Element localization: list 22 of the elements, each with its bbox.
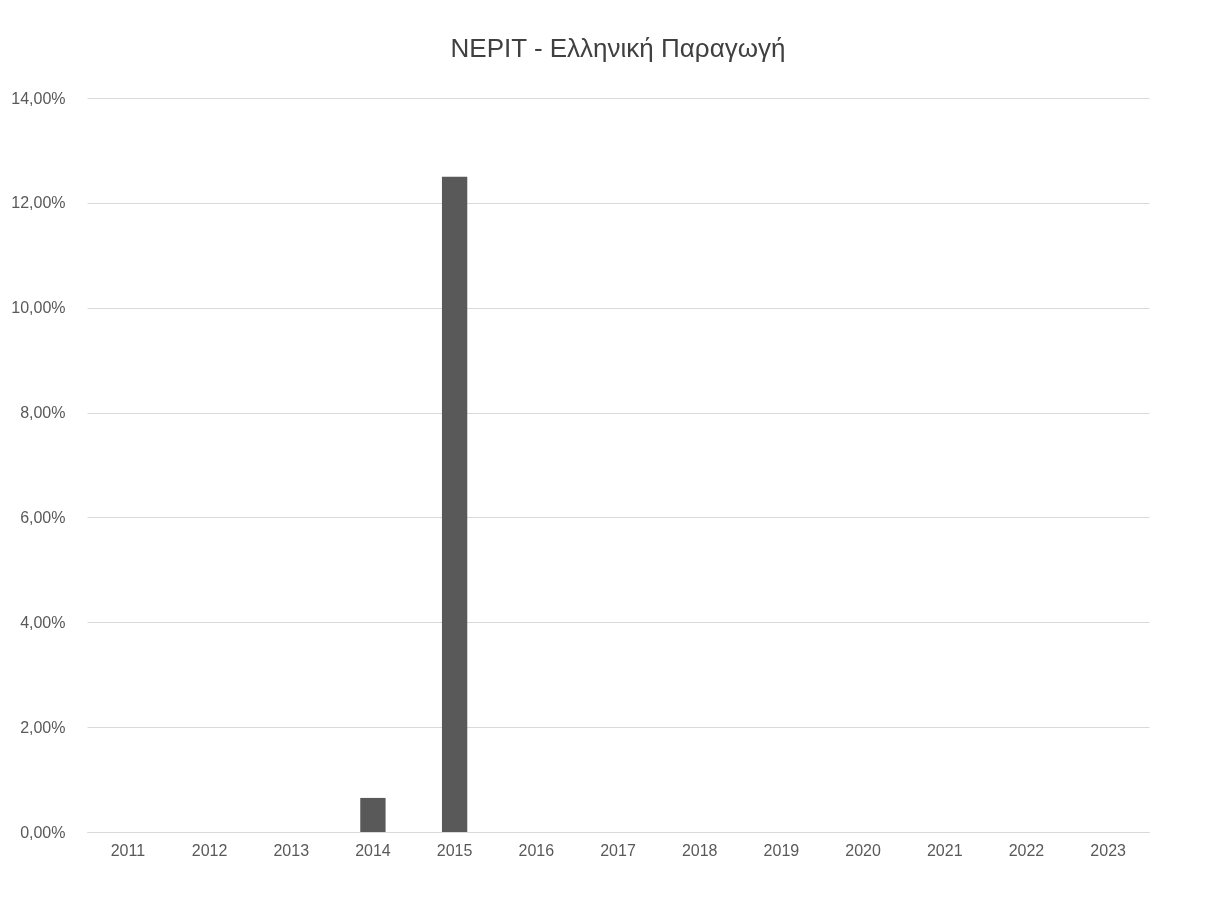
y-tick-label: 2,00% [20, 718, 66, 736]
y-tick-label: 4,00% [20, 613, 66, 631]
y-tick-label: 12,00% [11, 194, 66, 212]
x-tick-label: 2012 [191, 841, 228, 859]
x-tick-label: 2011 [110, 841, 146, 859]
x-tick-label: 2014 [355, 841, 391, 859]
chart-title: NEPIT - Ελληνική Παραγωγή [450, 33, 786, 63]
x-tick-label: 2018 [681, 841, 718, 859]
x-tick-label: 2019 [763, 841, 800, 859]
y-tick-label: 8,00% [20, 404, 66, 422]
x-tick-label: 2015 [436, 841, 473, 859]
y-tick-label: 0,00% [20, 823, 66, 841]
y-tick-label: 10,00% [11, 299, 66, 317]
x-tick-label: 2023 [1090, 841, 1127, 859]
x-tick-label: 2013 [273, 841, 310, 859]
x-tick-label: 2022 [1008, 841, 1045, 859]
x-tick-label: 2020 [845, 841, 881, 859]
y-tick-label: 6,00% [20, 508, 66, 526]
x-tick-label: 2017 [600, 841, 636, 859]
x-tick-label: 2021 [926, 841, 963, 859]
x-tick-label: 2016 [518, 841, 555, 859]
y-tick-label: 14,00% [11, 89, 66, 107]
